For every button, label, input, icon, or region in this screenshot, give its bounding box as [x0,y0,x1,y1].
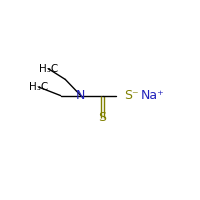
Text: N: N [76,89,85,102]
Text: Na⁺: Na⁺ [141,89,165,102]
Text: S⁻: S⁻ [124,89,139,102]
Text: H₃C: H₃C [39,64,58,74]
Text: S: S [98,111,106,124]
Text: H₃C: H₃C [29,82,49,92]
